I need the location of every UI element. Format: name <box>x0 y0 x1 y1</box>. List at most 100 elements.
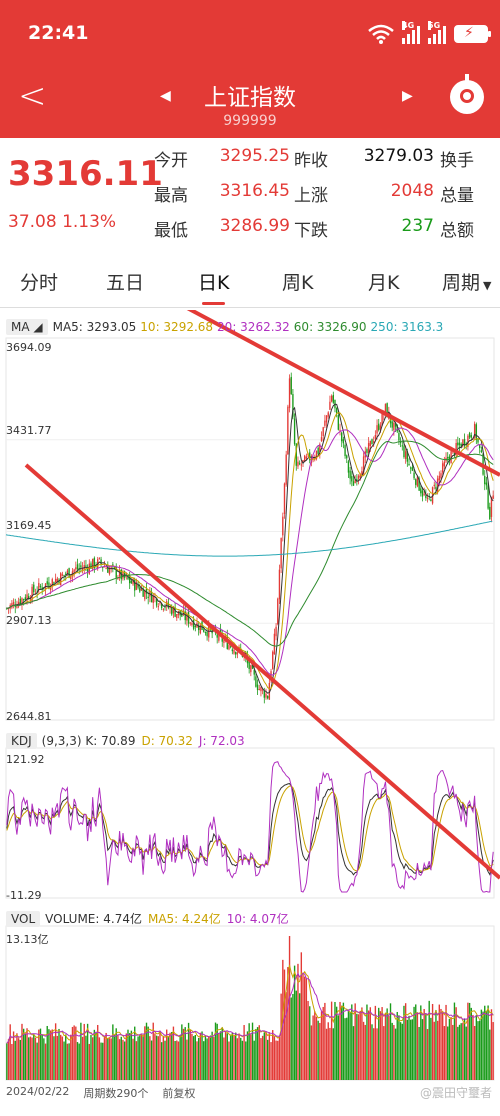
watermark: @震田守璽者 <box>419 1086 492 1100</box>
volume-bar <box>364 1024 366 1080</box>
volume-bar <box>49 1030 52 1080</box>
volume-bar <box>206 1038 208 1080</box>
candle-body <box>66 570 69 574</box>
candle-body <box>293 418 296 444</box>
volume-bar <box>413 1006 415 1080</box>
tab-6[interactable]: 周期 ▼ <box>442 272 492 294</box>
tab-1[interactable]: 分时 <box>20 272 59 294</box>
ma-legend: MA ◢ MA5: 3293.05 10: 3292.68 20: 3262.32 6… <box>6 319 443 335</box>
volume-bar <box>394 1028 397 1080</box>
next-stock-arrow-icon[interactable]: ▶ <box>402 88 413 104</box>
volume-bar <box>261 1035 264 1080</box>
volume-bar <box>393 1025 395 1080</box>
candle-body <box>56 578 59 582</box>
volume-bar <box>278 1036 281 1080</box>
candle-body <box>477 439 479 443</box>
candle-body <box>172 607 175 614</box>
adjust-mode[interactable]: 前复权 <box>162 1087 196 1100</box>
candle-body <box>490 496 493 517</box>
status-time: 22:41 <box>28 22 89 44</box>
volume-bar <box>135 1041 138 1080</box>
candle-body <box>63 574 65 576</box>
volume-bar <box>359 1010 361 1080</box>
volume-bar <box>246 1031 249 1080</box>
kdj-line <box>6 761 494 893</box>
volume-bar <box>462 1022 464 1080</box>
signal-icon-sim1: 4G <box>402 21 420 44</box>
volume-bar <box>376 1028 378 1080</box>
candle-body <box>352 481 355 486</box>
candle-body <box>154 597 156 599</box>
kdj-indicator-selector[interactable]: KDJ <box>6 733 37 749</box>
quote-value: 3286.99 <box>219 216 290 236</box>
volume-bar <box>381 1007 383 1080</box>
kline-chart-area[interactable] <box>0 310 500 1116</box>
volume-bar <box>472 1014 474 1080</box>
ma-line <box>6 427 494 676</box>
volume-bar <box>485 1010 488 1080</box>
candle-body <box>325 415 328 423</box>
volume-bar <box>391 1022 393 1080</box>
quote-label: 最高 <box>154 186 188 206</box>
current-price: 3316.11 <box>8 154 163 194</box>
quote-value: 2048 <box>390 181 434 201</box>
candle-body <box>204 632 207 634</box>
candle-body <box>391 421 393 428</box>
quote-label: 下跌 <box>294 221 328 241</box>
volume-bar <box>66 1043 69 1080</box>
volume-bar <box>204 1035 207 1080</box>
candle-body <box>61 574 64 576</box>
candle-body <box>24 597 27 601</box>
volume-bar <box>34 1037 37 1080</box>
tab-2[interactable]: 五日 <box>106 272 145 294</box>
tab-3[interactable]: 日K <box>198 268 229 305</box>
volume-bar <box>349 1012 351 1080</box>
candle-body <box>463 438 466 446</box>
volume-bar <box>59 1034 62 1080</box>
assistant-robot-icon[interactable] <box>450 74 484 114</box>
volume-bar <box>145 1022 148 1080</box>
volume-bar <box>223 1037 225 1080</box>
candle-body <box>443 461 446 467</box>
volume-bar <box>155 1035 158 1080</box>
tab-4[interactable]: 周K <box>282 272 314 294</box>
volume-bar <box>467 1002 469 1080</box>
candle-body <box>344 444 346 457</box>
candle-body <box>236 652 239 655</box>
volume-bar <box>216 1023 218 1080</box>
volume-bar <box>159 1030 161 1080</box>
page-title: 上证指数 <box>204 85 296 111</box>
volume-bar <box>137 1036 139 1080</box>
volume-bar <box>374 1005 377 1080</box>
kline-chart-svg[interactable] <box>0 310 500 1116</box>
volume-bar <box>357 1014 360 1080</box>
vol-indicator-selector[interactable]: VOL <box>6 910 41 927</box>
volume-bar <box>68 1043 70 1080</box>
volume-bar <box>297 963 299 1080</box>
candle-body <box>297 461 299 467</box>
candle-body <box>361 471 363 475</box>
volume-bar <box>303 976 306 1080</box>
prev-stock-arrow-icon[interactable]: ◀ <box>160 88 171 104</box>
volume-bar <box>253 1040 255 1080</box>
volume-bar <box>98 1037 101 1080</box>
kdj-legend: KDJ (9,3,3) K: 70.89 D: 70.32 J: 72.03 <box>6 733 245 749</box>
candle-body <box>159 601 161 604</box>
candle-body <box>393 422 395 431</box>
ma-indicator-selector[interactable]: MA ◢ <box>6 319 48 335</box>
volume-bar <box>341 1005 343 1080</box>
volume-bar <box>347 1009 350 1080</box>
candle-body <box>425 495 427 498</box>
candle-body <box>142 588 144 597</box>
candle-body <box>394 423 397 427</box>
volume-bar <box>196 1041 198 1080</box>
ma-line <box>5 520 493 557</box>
volume-bar <box>187 1022 190 1080</box>
tab-5[interactable]: 月K <box>368 272 400 294</box>
candle-body <box>436 478 439 493</box>
volume-bar <box>144 1026 146 1080</box>
volume-bar <box>219 1031 222 1080</box>
back-chevron-icon[interactable]: < <box>18 76 47 116</box>
candle-body <box>229 646 232 648</box>
candle-body <box>51 579 53 586</box>
